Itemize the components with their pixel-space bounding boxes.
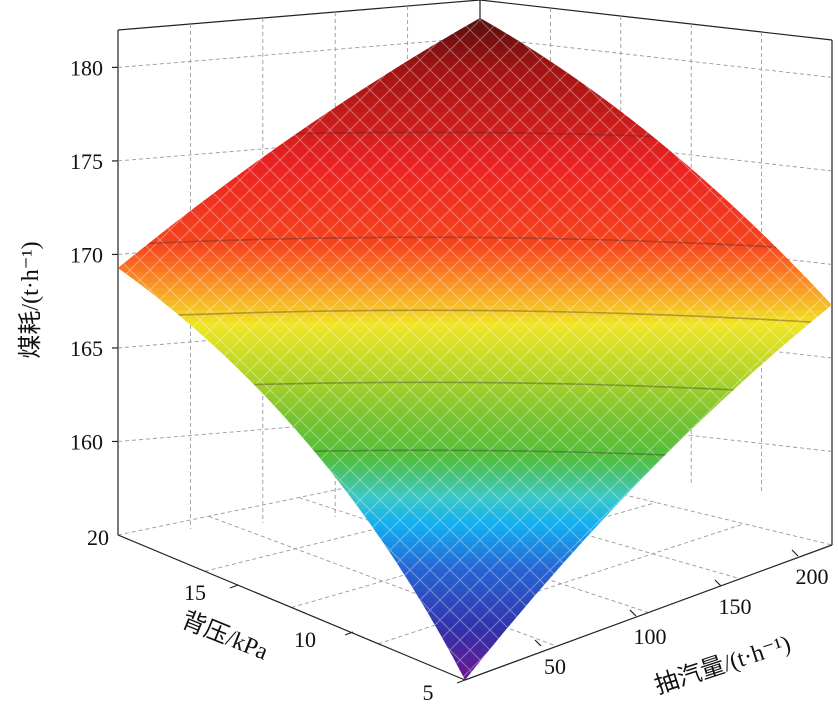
- y-tick-label-1: 10: [294, 627, 316, 652]
- y-tick-mark-0: [456, 679, 466, 684]
- z-tick-label-4: 180: [70, 55, 103, 80]
- z-tick-label-3: 175: [70, 149, 103, 174]
- grid-z-left-4: [117, 36, 481, 68]
- x-tick-label-0: 50: [544, 654, 566, 679]
- contour-2: [118, 309, 832, 325]
- z-tick-labels: 160 165 170 175 180: [70, 55, 103, 454]
- floor-back-right: [479, 459, 833, 546]
- y-tick-labels: 5 10 15 20: [87, 525, 434, 705]
- z-tick-label-0: 160: [70, 429, 103, 454]
- y-tick-label-0: 5: [423, 680, 434, 705]
- x-tick-mark-0: [534, 639, 542, 647]
- z-tick-label-1: 165: [70, 336, 103, 361]
- grid-z-right-4: [479, 36, 833, 78]
- x-tick-label-1: 100: [634, 624, 667, 649]
- x-axis-label: 抽汽量/(t·h⁻¹): [651, 630, 794, 699]
- x-tick-mark-3: [791, 549, 799, 557]
- y-axis-line: [117, 534, 466, 681]
- back-top-left-edge: [117, 0, 481, 31]
- back-top-right-edge: [479, 0, 833, 41]
- y-tick-mark-1: [344, 631, 354, 636]
- z-axis-label: 煤耗/(t·h⁻¹): [17, 241, 44, 358]
- y-tick-label-3: 20: [87, 525, 109, 550]
- y-tick-label-2: 15: [184, 580, 206, 605]
- z-tick-label-2: 170: [70, 242, 103, 267]
- contour-1: [118, 236, 832, 252]
- x-axis-line: [464, 544, 833, 681]
- y-axis-label: 背压/kPa: [178, 607, 273, 666]
- x-tick-label-2: 150: [719, 594, 752, 619]
- x-tick-label-3: 200: [796, 564, 829, 589]
- x-tick-mark-1: [629, 609, 637, 617]
- x-tick-mark-2: [714, 579, 722, 587]
- x-tick-labels: 50 100 150 200: [544, 564, 829, 679]
- front-edges: [117, 534, 833, 684]
- y-tick-mark-2: [229, 584, 239, 589]
